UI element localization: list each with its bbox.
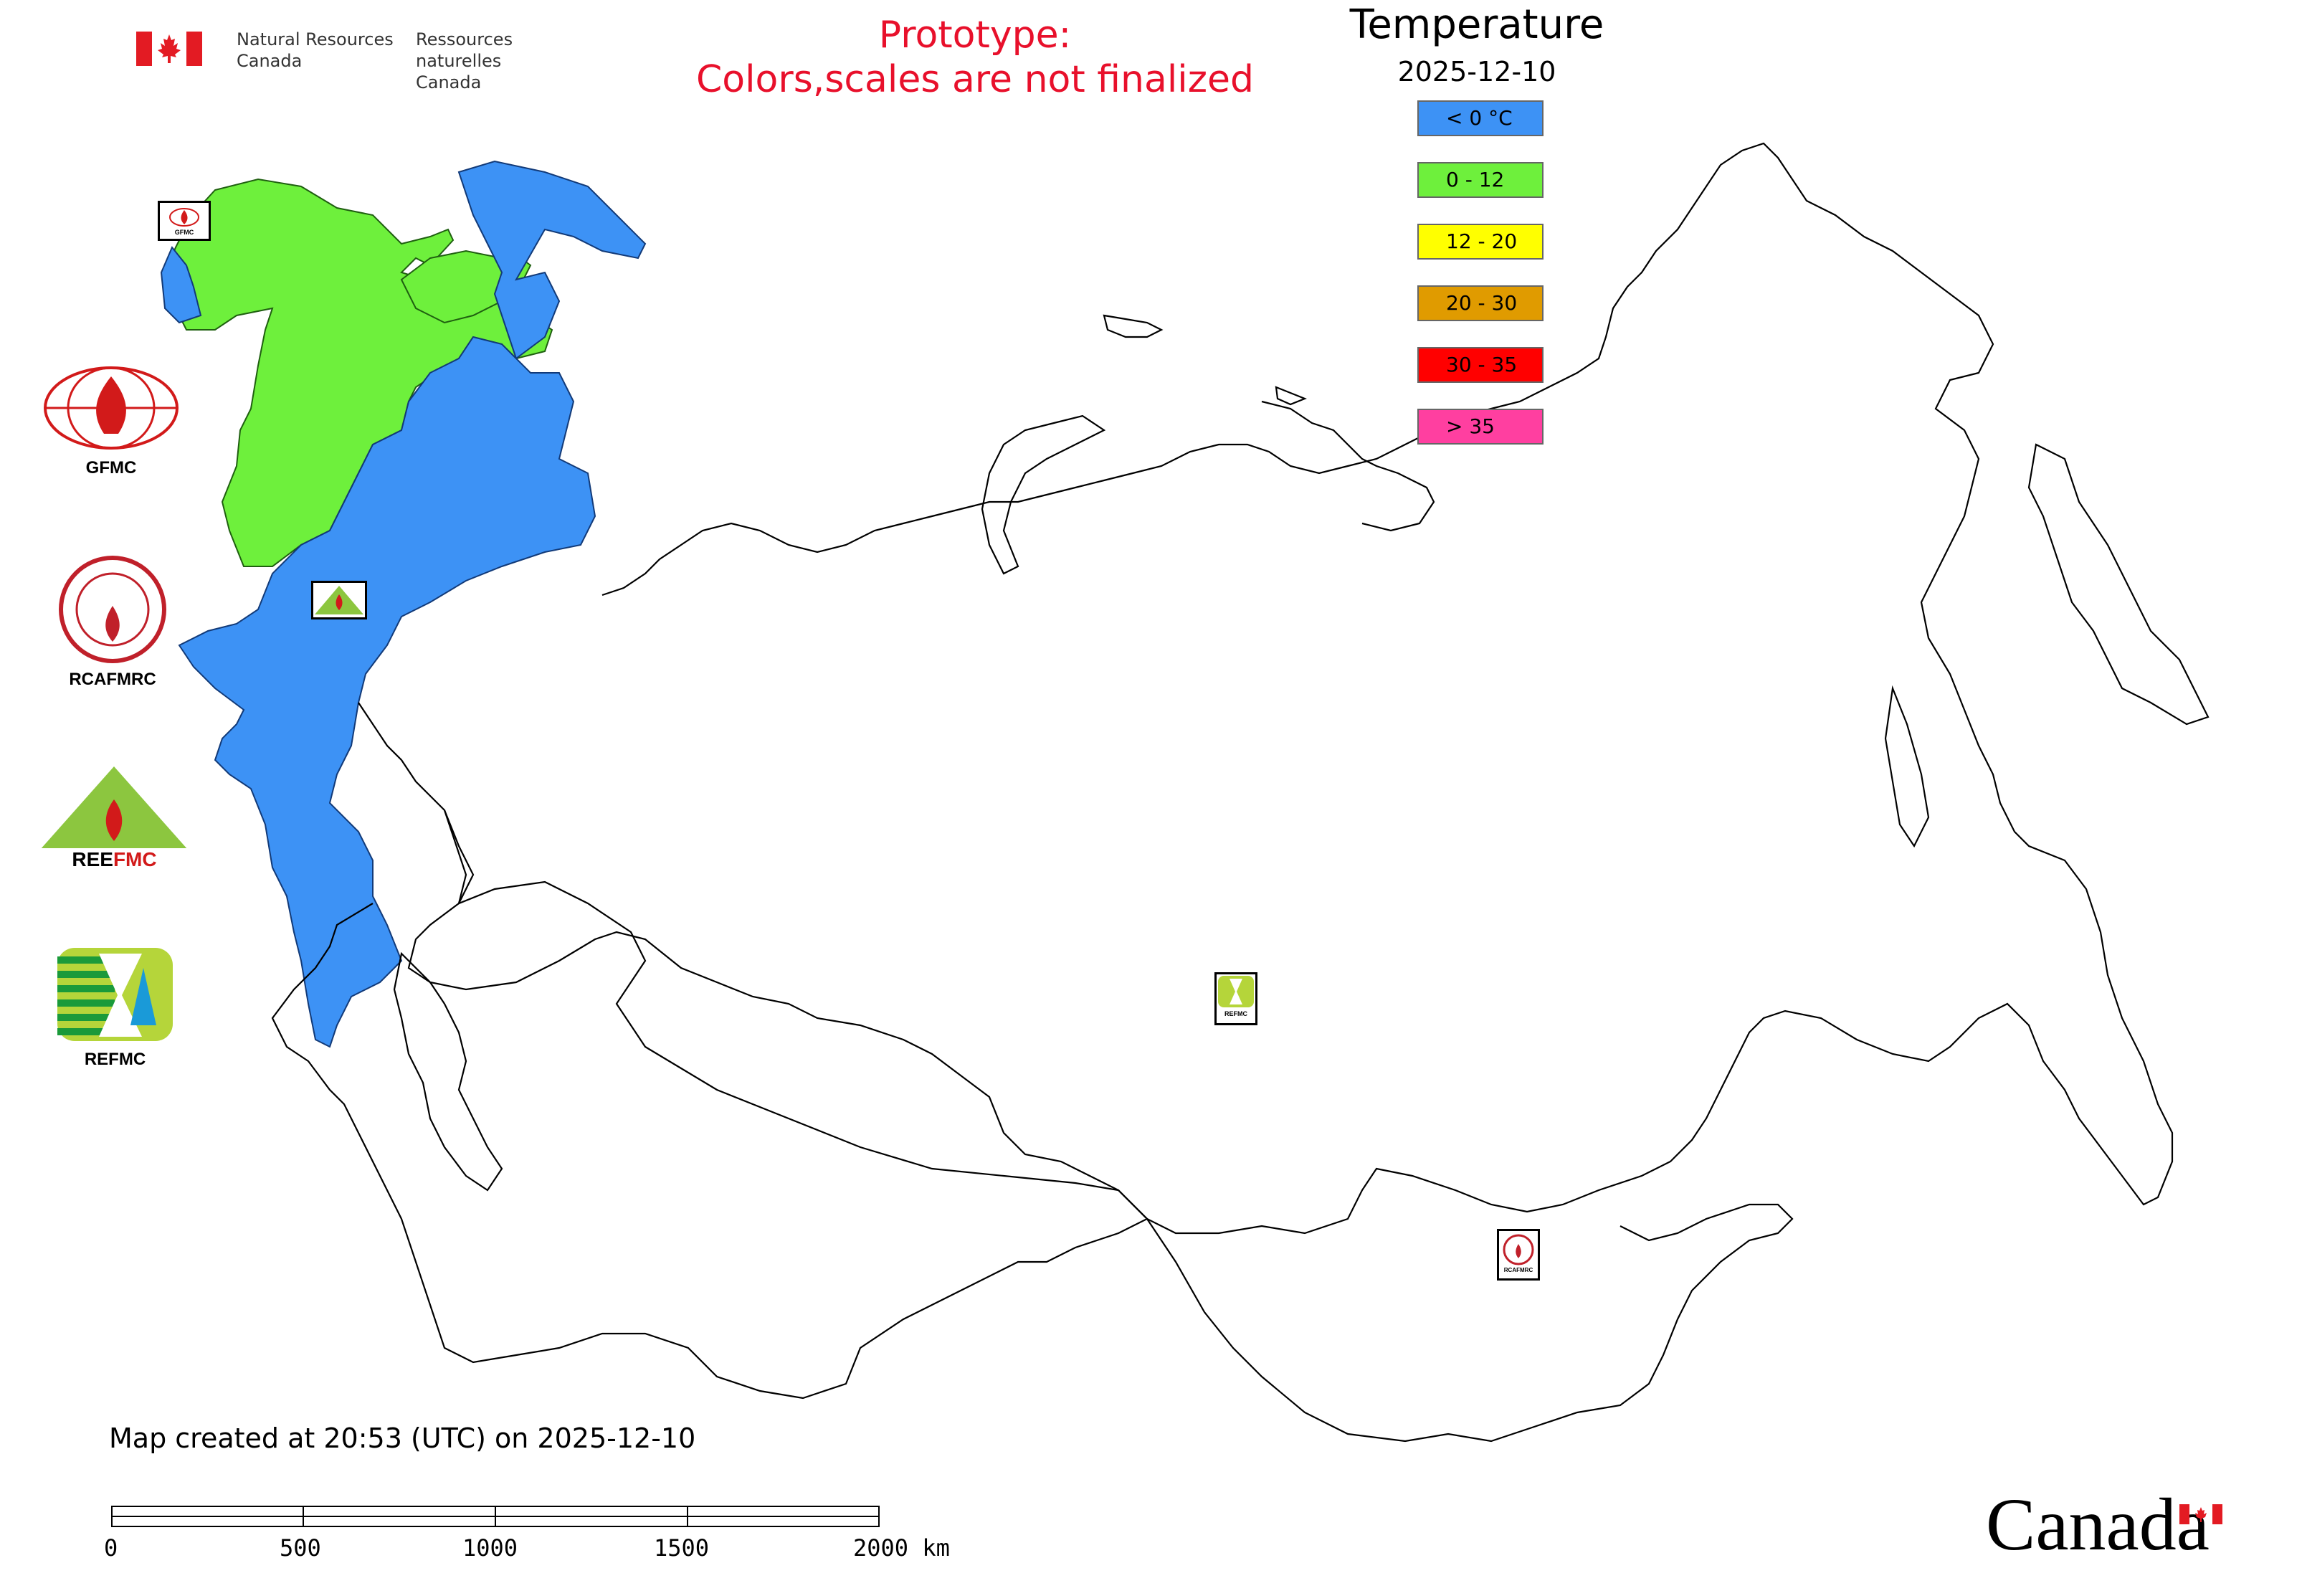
refmc-logo: REFMC	[56, 946, 174, 1090]
prototype-line-1: Prototype:	[878, 14, 1072, 57]
scale-label: 500	[280, 1534, 321, 1562]
scale-label: 1500	[654, 1534, 710, 1562]
scale-label: 2000 km	[853, 1534, 950, 1562]
country-boundaries	[271, 142, 2210, 1443]
legend-item: < 0 °C	[1417, 100, 1544, 136]
rcafmrc-map-marker[interactable]: RCAFMRC	[1497, 1229, 1540, 1281]
canada-flag-icon	[136, 32, 202, 66]
reefmc-logo-icon	[40, 766, 188, 867]
legend-date: 2025-12-10	[1397, 56, 1556, 87]
scale-label: 0	[104, 1534, 118, 1562]
legend-title: Temperature	[1349, 1, 1604, 48]
legend-item: > 35	[1417, 409, 1544, 445]
temperature-region-cold	[160, 160, 647, 1048]
reefmc-label: REEFMC	[72, 848, 157, 870]
legend-item: 20 - 30	[1417, 285, 1544, 321]
reefmc-map-marker[interactable]	[311, 581, 367, 619]
rcafmrc-logo: RCAFMRC	[52, 552, 173, 695]
legend-item: 12 - 20	[1417, 224, 1544, 260]
map-creation-timestamp: Map created at 20:53 (UTC) on 2025-12-10	[109, 1422, 696, 1454]
agency-name-en: Natural Resources Canada	[237, 29, 394, 71]
rcafmrc-logo-icon	[59, 556, 166, 663]
temperature-region-mild	[163, 178, 553, 567]
prototype-notice: Prototype: Colors,scales are not finaliz…	[617, 13, 1333, 102]
rcafmrc-label: RCAFMRC	[69, 670, 156, 689]
scale-label: 1000	[462, 1534, 518, 1562]
refmc-logo-icon	[57, 948, 173, 1041]
canada-wordmark-flag-icon	[2179, 1504, 2222, 1524]
refmc-map-marker[interactable]: REFMC	[1214, 972, 1257, 1025]
legend-item: 0 - 12	[1417, 162, 1544, 198]
gfmc-logo: GFMC	[39, 362, 183, 484]
nrcan-signature: Natural Resources Canada Ressources natu…	[136, 29, 602, 92]
reefmc-logo: REEFMC	[37, 764, 191, 878]
scale-bar	[111, 1506, 880, 1527]
gfmc-label: GFMC	[85, 458, 137, 478]
gfmc-map-marker[interactable]: GFMC	[158, 201, 211, 241]
canada-wordmark: Canada	[1986, 1483, 2210, 1566]
legend-item: 30 - 35	[1417, 347, 1544, 383]
agency-name-fr: Ressources naturelles Canada	[416, 29, 513, 92]
prototype-line-2: Colors,scales are not finalized	[695, 58, 1255, 101]
gfmc-logo-icon	[44, 366, 179, 450]
refmc-label: REFMC	[84, 1050, 146, 1069]
